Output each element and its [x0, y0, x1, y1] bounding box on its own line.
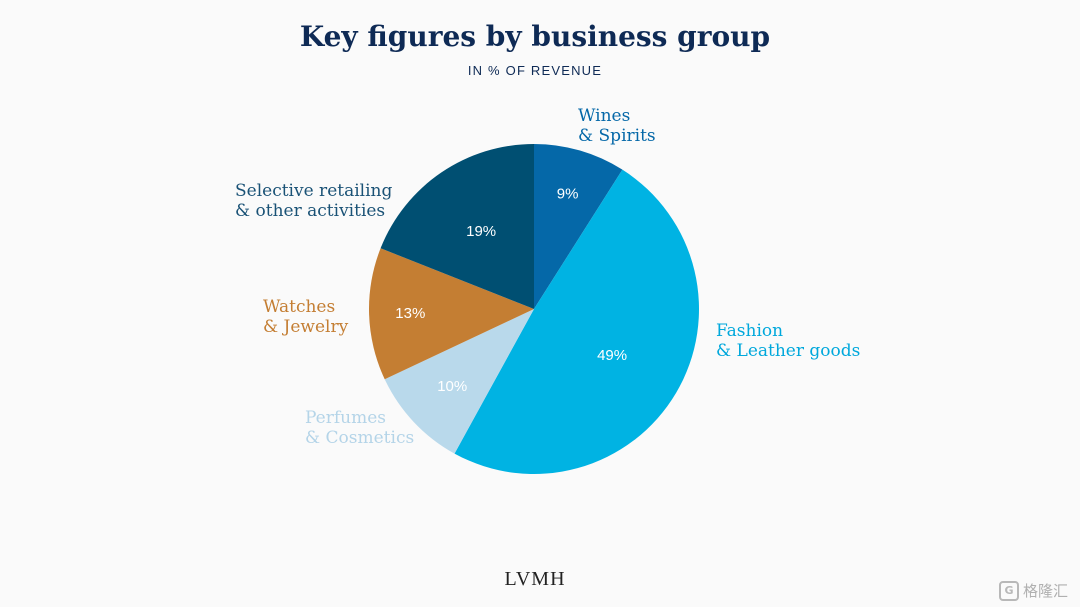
chart-subtitle: IN % OF REVENUE — [467, 63, 603, 78]
slice-value-watches: 13% — [395, 305, 425, 322]
slice-value-wines: 9% — [557, 185, 579, 202]
watermark: G 格隆汇 — [998, 580, 1068, 601]
pie-slice-fashion — [454, 169, 700, 475]
watermark-text: 格隆汇 — [1022, 582, 1068, 600]
slice-label-wines: Wines & Spirits — [578, 106, 656, 146]
slice-label-perfumes: Perfumes & Cosmetics — [305, 408, 414, 448]
slice-label-watches: Watches & Jewelry — [263, 297, 349, 337]
pie-slice-perfumes — [384, 309, 534, 454]
slice-label-fashion: Fashion & Leather goods — [716, 321, 860, 361]
slice-label-selective-retailing: Selective retailing & other activities — [235, 181, 392, 221]
pie-slice-selective-retailing — [380, 144, 534, 309]
chart-title: Key figures by business group — [299, 20, 771, 53]
pie-slice-watches — [368, 248, 534, 380]
slice-value-fashion: 49% — [597, 347, 627, 364]
slice-value-perfumes: 10% — [437, 378, 467, 395]
watermark-logo-icon: G — [998, 580, 1019, 601]
slice-value-selective-retailing: 19% — [466, 223, 496, 240]
pie-slice-wines — [534, 144, 623, 309]
lvmh-logo: LVMH — [504, 568, 566, 590]
